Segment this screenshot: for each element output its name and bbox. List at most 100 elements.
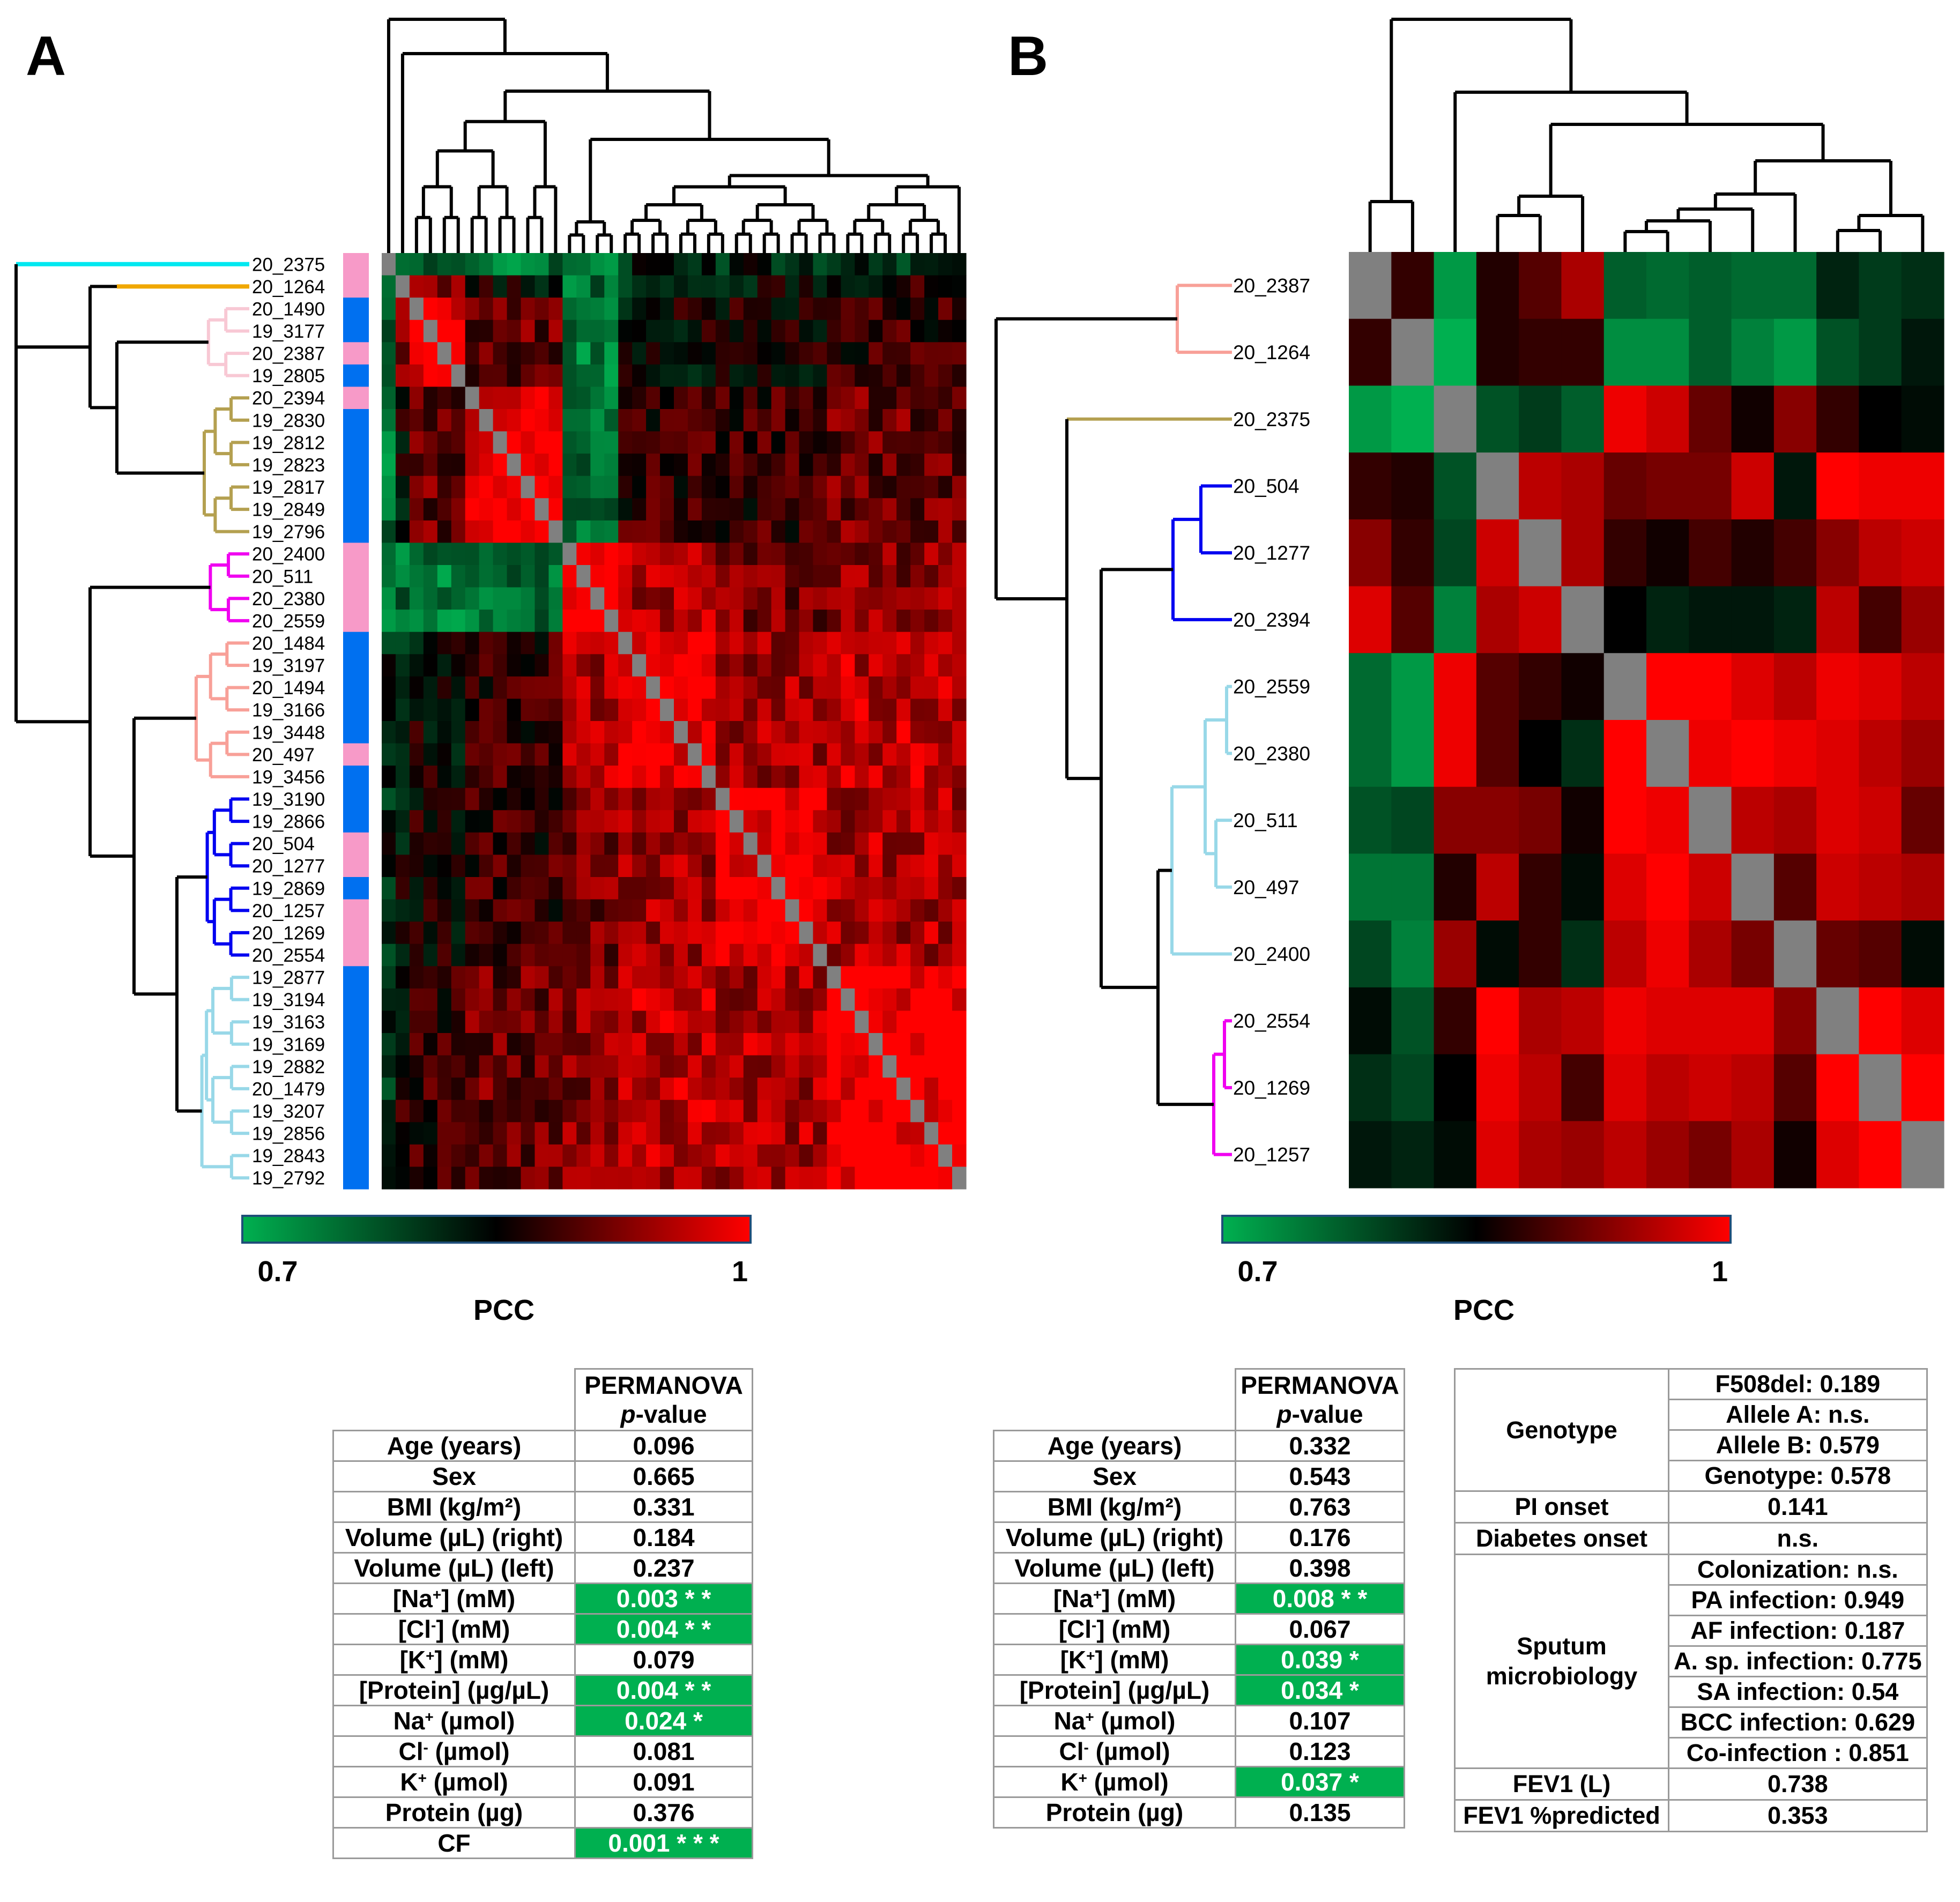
heatmap-cell [910,320,925,343]
heatmap-cell [743,922,758,945]
group-bar-cell [343,543,369,566]
heatmap-cell [562,966,577,989]
heatmap-cell [785,832,800,856]
heatmap-cell [576,1122,591,1145]
heatmap-cell [813,364,828,388]
heatmap-cell [1519,853,1562,921]
heatmap-cell [674,520,688,544]
heatmap-cell [590,364,605,388]
heatmap-cell [715,699,730,722]
heatmap-cell [1646,853,1689,921]
variable-label-text: [Cl [398,1615,432,1643]
heatmap-cell [855,565,869,588]
heatmap-cell [701,810,716,833]
heatmap-cell [757,253,772,276]
heatmap-cell [896,520,911,544]
heatmap-cell [910,454,925,477]
heatmap-cell [1816,987,1860,1055]
heatmap-cell [423,966,438,989]
heatmap-cell [576,364,591,388]
heatmap-cell [1519,452,1562,520]
heatmap-cell [409,654,424,677]
heatmap-cell [785,631,800,655]
heatmap-cell [868,766,883,789]
heatmap-cell [590,498,605,521]
heatmap-cell [437,721,452,744]
heatmap-cell [548,1033,563,1056]
heatmap-cell [521,342,536,365]
heatmap-cell [395,431,410,454]
heatmap-cell [409,766,424,789]
heatmap-cell [938,298,953,321]
heatmap-cell [841,988,855,1012]
heatmap-cell [1349,452,1392,520]
heatmap-cell [382,253,396,276]
heatmap-cell [423,743,438,766]
heatmap-cell [604,409,619,432]
heatmap-cell [562,520,577,544]
heatmap-cell [409,409,424,432]
heatmap-cell [1519,586,1562,653]
heatmap-cell [855,787,869,811]
variable-label-text: Volume (µL) (left) [354,1554,554,1582]
heatmap-cell [855,1033,869,1056]
heatmap-cell [674,1167,688,1190]
heatmap-cell [868,787,883,811]
heatmap-cell [465,275,480,298]
heatmap-cell [743,1144,758,1168]
row-label: 20_1494 [252,678,325,699]
heatmap-cell [743,476,758,499]
heatmap-cell [590,743,605,766]
table-row: Age (years) 0.096 [332,1430,753,1462]
group-bar-cell [343,364,369,388]
heatmap-cell [743,431,758,454]
heatmap-cell [1731,385,1775,453]
heatmap-cell [493,766,508,789]
row-label: 20_2380 [252,589,325,610]
heatmap-cell [715,787,730,811]
panel-a-row-dendrogram [14,262,249,1180]
heatmap-cell [1859,653,1902,720]
heatmap-cell [534,387,550,410]
heatmap-cell [1859,318,1902,387]
heatmap-cell [952,1011,967,1034]
heatmap-cell [548,899,563,922]
heatmap-cell [395,587,410,610]
heatmap-cell [674,787,688,811]
heatmap-cell [521,631,536,655]
heatmap-cell [618,587,633,610]
p-value-cell: 0.096 [574,1430,753,1462]
heatmap-cell [618,364,633,388]
heatmap-cell [576,1099,591,1123]
heatmap-cell [465,743,480,766]
heatmap-cell [1476,1121,1519,1188]
sputum-bcc: BCC infection: 0.629 [1668,1706,1928,1738]
heatmap-cell [409,498,424,521]
heatmap-cell [1859,452,1902,520]
heatmap-cell [743,966,758,989]
heatmap-cell [701,298,716,321]
heatmap-cell [479,787,494,811]
heatmap-cell [799,699,814,722]
heatmap-cell [548,877,563,900]
heatmap-cell [632,543,647,566]
heatmap-cell [827,543,842,566]
heatmap-cell [493,1099,508,1123]
heatmap-cell [562,832,577,856]
heatmap-cell [451,275,466,298]
heatmap-cell [382,654,396,677]
heatmap-cell [841,631,855,655]
heatmap-cell [924,587,939,610]
heatmap-cell [855,855,869,878]
heatmap-cell [521,1099,536,1123]
heatmap-cell [604,587,619,610]
heatmap-cell [618,1055,633,1078]
heatmap-cell [521,1122,536,1145]
heatmap-cell [465,1078,480,1101]
heatmap-cell [757,1011,772,1034]
heatmap-cell [465,988,480,1012]
group-bar-cell [343,743,369,766]
heatmap-cell [799,364,814,388]
heatmap-cell [855,275,869,298]
heatmap-cell [409,431,424,454]
